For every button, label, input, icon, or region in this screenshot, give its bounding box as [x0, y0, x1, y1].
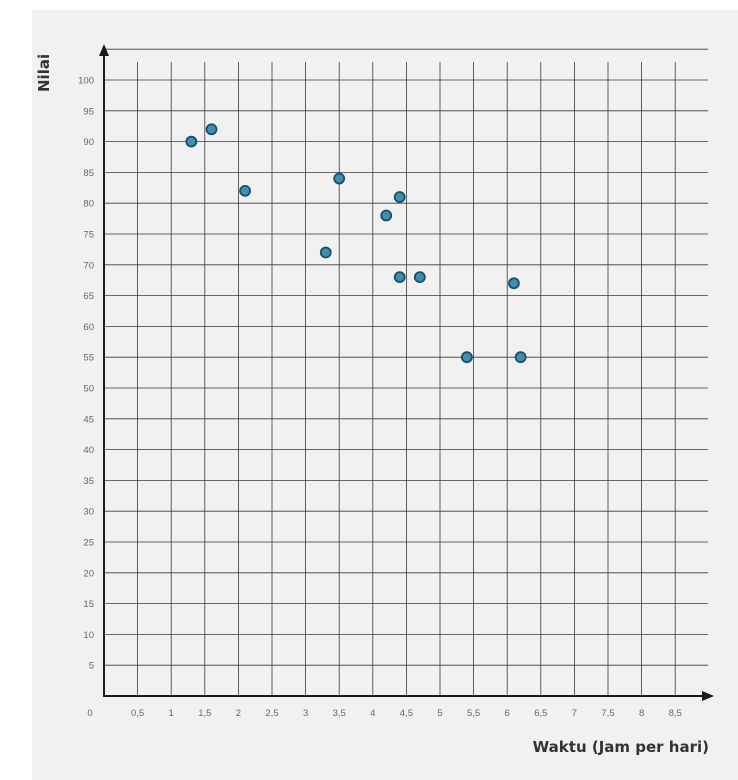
x-tick-label: 6,5 [534, 708, 547, 719]
y-tick-label: 80 [83, 199, 94, 210]
x-tick-label: 4,5 [400, 708, 413, 719]
y-tick-label: 85 [83, 168, 94, 179]
data-point [393, 191, 406, 203]
x-tick-label: 3,5 [333, 708, 346, 719]
y-axis-arrow-icon [99, 44, 109, 56]
x-tick-label: 6 [505, 708, 510, 719]
x-tick-label: 7 [572, 708, 577, 719]
x-tick-label: 3 [303, 708, 308, 719]
data-point [460, 351, 473, 364]
x-tick-label: 1 [169, 708, 174, 719]
x-tick-label: 2,5 [265, 708, 278, 719]
x-axis-arrow-icon [702, 691, 714, 701]
chart-figure: 0 0,5 1 1,5 2 2,5 3 3,5 4 4,5 5 5,5 6 6,5 7 7,5 8 8,5 5 10… [32, 10, 738, 780]
x-tick-label: 1,5 [198, 708, 211, 719]
y-tick-label: 90 [83, 137, 94, 148]
y-tick-label: 70 [83, 260, 94, 271]
grid [104, 48, 708, 696]
data-point [333, 172, 346, 185]
x-tick-label: 4 [370, 708, 375, 719]
x-tick-label: 0 [87, 708, 92, 719]
data-point [239, 184, 252, 197]
x-tick-label: 8,5 [669, 708, 682, 719]
y-tick-label: 45 [83, 414, 94, 425]
y-tick-label: 65 [83, 291, 94, 302]
y-tick-labels: 5 10 15 20 25 30 35 40 45 50 55 60 65 70 75 80 85 90 95 100 [78, 76, 94, 672]
scatter-chart: 0 0,5 1 1,5 2 2,5 3 3,5 4 4,5 5 5,5 6 6,5 7 7,5 8 8,5 5 10… [35, 44, 714, 756]
x-axis-label: Waktu (Jam per hari) [533, 738, 709, 756]
data-point [185, 135, 198, 148]
data-point [380, 209, 393, 222]
x-tick-label: 7,5 [601, 708, 614, 719]
x-tick-label: 5 [437, 708, 442, 719]
y-tick-label: 40 [83, 445, 94, 456]
data-point [514, 351, 527, 364]
axes [99, 44, 714, 701]
y-tick-label: 75 [83, 230, 94, 241]
y-tick-label: 35 [83, 476, 94, 487]
y-tick-label: 60 [83, 322, 94, 333]
y-tick-label: 100 [78, 76, 94, 87]
y-tick-label: 5 [89, 661, 94, 672]
data-point [319, 246, 332, 259]
y-tick-label: 50 [83, 384, 94, 395]
y-tick-label: 20 [83, 568, 94, 579]
data-point [508, 277, 520, 290]
data-points [185, 123, 527, 364]
y-tick-label: 55 [83, 353, 94, 364]
x-tick-label: 2 [236, 708, 241, 719]
data-point [205, 123, 218, 136]
x-tick-labels: 0 0,5 1 1,5 2 2,5 3 3,5 4 4,5 5 5,5 6 6,5 7 7,5 8 8,5 [87, 708, 681, 719]
data-point [413, 271, 426, 284]
y-tick-label: 25 [83, 538, 94, 549]
x-tick-label: 5,5 [467, 708, 480, 719]
y-tick-label: 95 [83, 106, 94, 117]
data-point [393, 271, 406, 284]
x-tick-label: 0,5 [131, 708, 144, 719]
x-tick-label: 8 [639, 708, 644, 719]
y-tick-label: 30 [83, 507, 94, 518]
y-tick-label: 10 [83, 630, 94, 641]
y-tick-label: 15 [83, 599, 94, 610]
y-axis-label: Nilai [35, 54, 53, 92]
